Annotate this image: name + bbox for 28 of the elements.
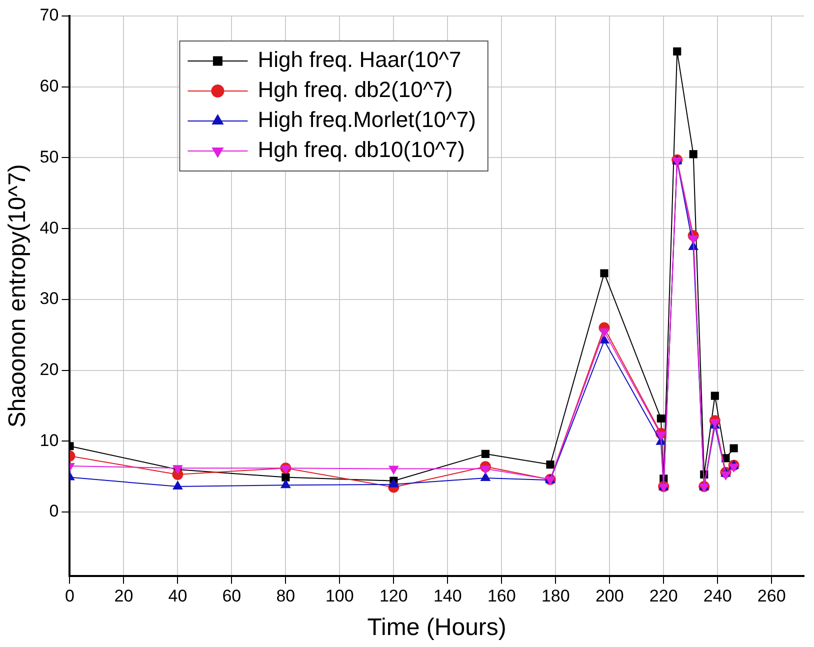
x-tick-label: 140 — [433, 586, 462, 606]
legend-label: High freq. Haar(10^7 — [258, 47, 462, 72]
x-tick-label: 220 — [649, 586, 678, 606]
y-tick-label: 60 — [40, 76, 59, 96]
x-tick-label: 260 — [757, 586, 786, 606]
x-tick-label: 0 — [64, 586, 74, 606]
y-tick-label: 50 — [40, 147, 59, 166]
x-tick-label: 120 — [379, 586, 408, 606]
x-tick-label: 60 — [222, 586, 242, 606]
y-tick-label: 70 — [40, 6, 59, 25]
y-axis-title: Shaoonon entropy(10^7) — [4, 164, 32, 428]
x-tick-label: 160 — [487, 586, 516, 606]
y-tick-label: 40 — [40, 218, 59, 238]
x-tick-label: 180 — [541, 586, 570, 606]
legend-label: High freq.Morlet(10^7) — [258, 107, 476, 132]
x-tick-label: 100 — [325, 586, 354, 606]
x-tick-label: 200 — [595, 586, 624, 606]
legend-label: Hgh freq. db2(10^7) — [258, 77, 453, 102]
legend-label: Hgh freq. db10(10^7) — [258, 137, 465, 162]
y-tick-label: 30 — [40, 289, 59, 308]
x-tick-label: 40 — [168, 586, 188, 606]
x-tick-label: 80 — [276, 586, 296, 606]
y-tick-label: 10 — [40, 430, 59, 450]
y-tick-label: 20 — [40, 360, 59, 379]
x-tick-label: 20 — [114, 586, 134, 606]
x-axis-title: Time (Hours) — [367, 614, 506, 642]
y-tick-label: 0 — [49, 502, 59, 521]
x-tick-label: 240 — [703, 586, 732, 606]
